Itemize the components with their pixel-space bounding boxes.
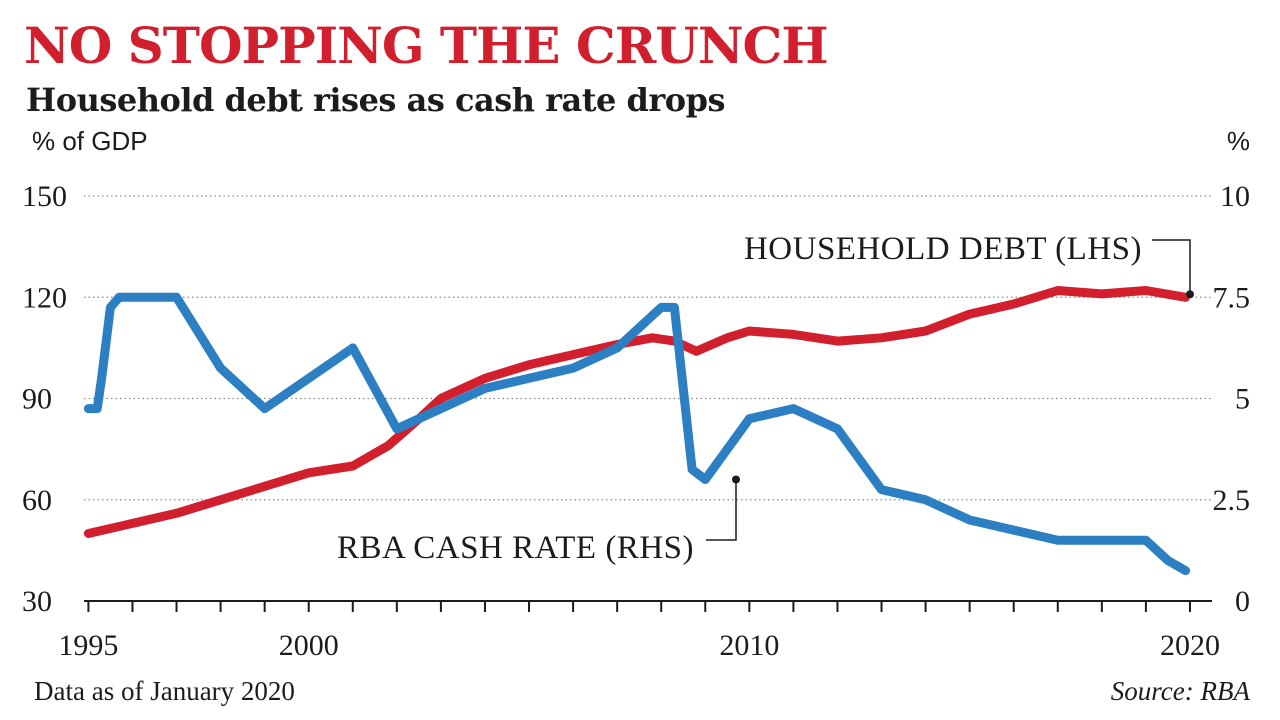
debt-leader-line <box>1152 239 1191 294</box>
x-tick-label: 2020 <box>1160 629 1220 662</box>
left-tick-label: 60 <box>22 484 52 517</box>
series-lines <box>83 286 1191 576</box>
cash-rate-annotation: RBA CASH RATE (RHS) <box>337 530 694 566</box>
right-axis-ticks: 0 2.5 5 7.5 10 <box>1213 180 1251 618</box>
household-debt-annotation: HOUSEHOLD DEBT (LHS) <box>744 231 1142 267</box>
right-axis-label: % <box>1227 126 1250 156</box>
left-axis-label: % of GDP <box>32 126 148 156</box>
right-tick-label: 2.5 <box>1213 484 1251 517</box>
left-tick-label: 30 <box>22 585 52 618</box>
cash-rate-line <box>83 292 1191 576</box>
right-tick-label: 5 <box>1235 383 1250 416</box>
x-tick-label: 2000 <box>279 629 339 662</box>
data-date-note: Data as of January 2020 <box>34 676 295 706</box>
left-tick-label: 90 <box>22 383 52 416</box>
debt-leader-dot <box>1186 290 1194 299</box>
series-annotations: HOUSEHOLD DEBT (LHS) RBA CASH RATE (RHS) <box>337 231 1194 566</box>
x-tick-label: 2010 <box>719 629 779 662</box>
left-tick-label: 120 <box>22 281 67 314</box>
cash-rate-leader-dot <box>732 475 740 484</box>
right-tick-label: 0 <box>1235 585 1250 618</box>
source-note: Source: RBA <box>1110 676 1250 706</box>
x-axis: 1995 2000 2010 2020 <box>58 600 1220 662</box>
cash-rate-leader-line <box>706 479 737 541</box>
right-tick-label: 10 <box>1220 180 1250 213</box>
chart-title: NO STOPPING THE CRUNCH <box>24 16 829 75</box>
chart-subtitle: Household debt rises as cash rate drops <box>26 81 725 119</box>
household-debt-line <box>83 286 1191 538</box>
left-axis-ticks: 30 60 90 120 150 <box>22 180 67 618</box>
left-tick-label: 150 <box>22 180 67 213</box>
right-tick-label: 7.5 <box>1213 281 1251 314</box>
x-tick-label: 1995 <box>58 629 118 662</box>
